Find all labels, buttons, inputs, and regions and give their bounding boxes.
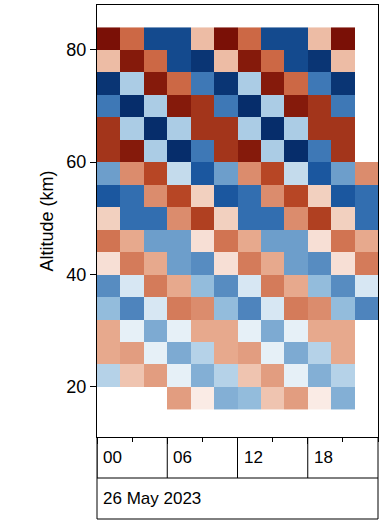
svg-text:Altitude (km): Altitude (km) <box>37 170 57 271</box>
svg-text:26 May 2023: 26 May 2023 <box>103 489 201 508</box>
svg-text:00: 00 <box>103 448 122 467</box>
svg-text:06: 06 <box>173 448 192 467</box>
svg-text:40: 40 <box>66 265 86 285</box>
svg-text:80: 80 <box>66 40 86 60</box>
svg-text:20: 20 <box>66 377 86 397</box>
svg-text:18: 18 <box>314 448 333 467</box>
svg-text:60: 60 <box>66 152 86 172</box>
svg-text:12: 12 <box>244 448 263 467</box>
